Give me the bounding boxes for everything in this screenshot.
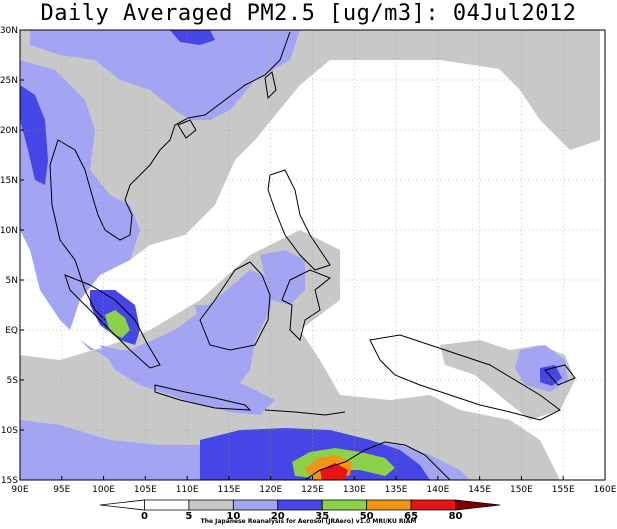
x-tick-label: 110E [176,485,199,495]
colorbar-label: 65 [404,511,418,522]
coast-newbritain [544,364,576,386]
field-35-50-burma [20,85,48,185]
x-tick-label: 140E [426,485,449,495]
colorbar-label: 80 [449,511,463,522]
coast-sulawesi [281,269,331,341]
grid-lines [20,30,605,480]
coast-sumatra [64,274,161,369]
coast-newguinea [369,334,561,421]
colorbar-swatch [144,499,190,511]
x-tick-label: 125E [301,485,324,495]
colorbar: 0 5 10 20 35 50 65 80 [99,499,501,522]
x-tick-label: 145E [468,485,491,495]
y-tick-label: EQ [5,326,18,336]
field-20-35-borneo [260,250,305,305]
y-tick-label: 20N [0,126,18,136]
colorbar-swatch [366,499,412,511]
credit-text: The Japanese Reanalysis for Aerosol (JRA… [200,518,417,525]
x-tick-label: 95E [53,485,70,495]
x-tick-label: 130E [343,485,366,495]
y-tick-label: 30N [0,26,18,36]
coast-australia [304,441,451,480]
x-tick-label: 120E [259,485,282,495]
field-10-20-south [20,230,560,480]
y-tick-label: 5S [7,376,19,386]
coast-mainland [49,31,291,321]
x-tick-label: 115E [217,485,240,495]
x-axis-ticks: 90E 95E 100E 105E 110E 115E 120E 125E 130E 135E 14… [11,476,617,495]
x-tick-label: 135E [385,485,408,495]
coast-philippines [267,169,331,271]
colorbar-label: 0 [141,511,148,522]
colorbar-swatch [232,499,279,511]
x-tick-label: 105E [134,485,157,495]
x-tick-label: 100E [92,485,115,495]
colorbar-label: 20 [271,511,285,522]
colorbar-label: 35 [315,511,329,522]
colorbar-label: 10 [226,511,240,522]
y-axis-ticks: 30N 25N 20N 15N 10N 5N EQ 5S 10S 15S [0,26,24,486]
concentration-fields [20,30,600,480]
field-10-20-ne [480,30,600,150]
coast-lesser-sunda [264,409,346,416]
y-tick-label: 15N [0,176,18,186]
coast-taiwan [264,71,277,100]
colorbar-swatch [277,499,323,511]
colorbar-label: 50 [360,511,374,522]
field-35-50-north [170,30,215,45]
x-tick-label: 150E [510,485,533,495]
colorbar-swatch [188,499,234,511]
colorbar-swatch [99,499,145,511]
y-tick-label: 10S [1,426,18,436]
colorbar-swatch [321,499,368,511]
y-tick-label: 5N [6,276,18,286]
colorbar-swatch [455,499,501,511]
y-tick-label: 15S [1,476,18,486]
colorbar-label: 5 [185,511,192,522]
y-tick-label: 10N [0,226,18,236]
x-tick-label: 155E [552,485,575,495]
map-title: Daily Averaged PM2.5 [ug/m3]: 04Jul2012 [40,1,577,26]
coast-java [154,384,252,411]
y-tick-label: 25N [0,76,18,86]
field-20-35-north [30,30,300,120]
x-tick-label: 90E [11,485,28,495]
x-tick-label: 160E [594,485,617,495]
colorbar-swatch [410,499,456,511]
